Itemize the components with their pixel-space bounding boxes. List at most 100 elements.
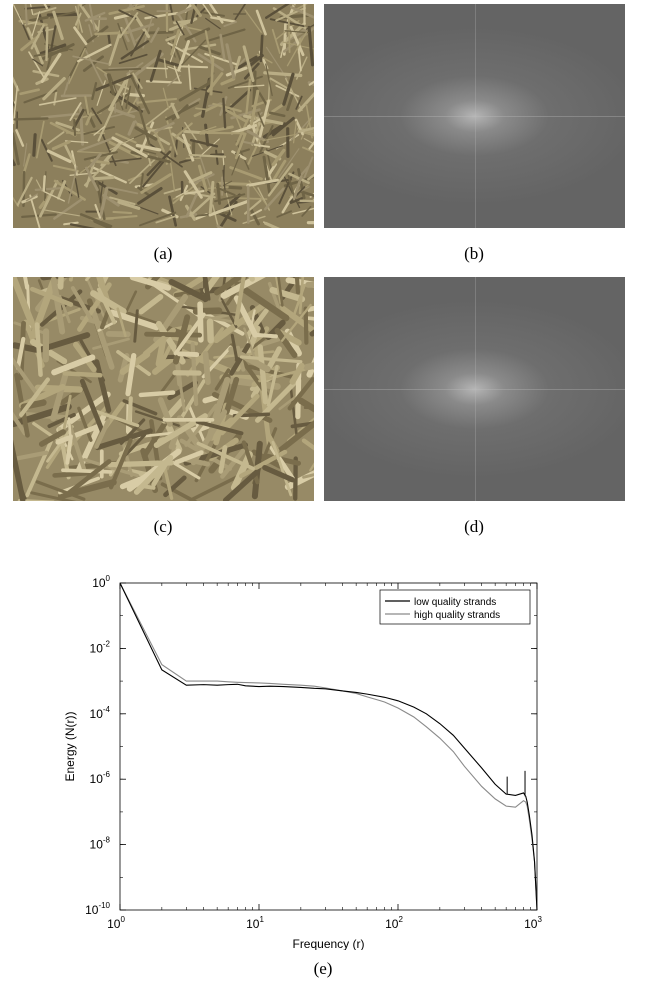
strand xyxy=(299,199,314,203)
strand xyxy=(155,335,167,368)
strand xyxy=(188,171,213,184)
series-line-low-quality xyxy=(119,582,538,911)
strand xyxy=(108,4,145,16)
strand xyxy=(116,307,127,338)
texture-image-c xyxy=(13,277,314,501)
strand xyxy=(146,30,174,35)
strand xyxy=(53,179,86,201)
strand xyxy=(30,24,45,50)
strand xyxy=(88,4,96,32)
strand xyxy=(169,26,184,63)
strand xyxy=(85,112,93,126)
strand xyxy=(165,101,200,121)
strand xyxy=(111,136,148,158)
strand xyxy=(138,293,164,315)
caption-d: (d) xyxy=(464,517,484,536)
strand xyxy=(52,470,96,478)
strand xyxy=(202,351,211,386)
strand xyxy=(107,186,139,195)
strand xyxy=(292,120,297,144)
strand xyxy=(243,327,256,359)
strand xyxy=(52,10,64,41)
strand xyxy=(173,65,181,84)
strand xyxy=(220,277,266,299)
strand xyxy=(56,180,67,200)
strand xyxy=(170,102,180,119)
strand xyxy=(84,166,99,192)
strand xyxy=(43,191,66,202)
strand xyxy=(227,75,263,89)
strand xyxy=(93,220,112,228)
wood-strands-texture-low-quality xyxy=(13,4,314,228)
strand xyxy=(20,35,40,52)
strand xyxy=(90,165,127,184)
strand xyxy=(165,116,178,156)
strand xyxy=(308,141,314,150)
strand xyxy=(163,187,184,195)
strand xyxy=(19,377,50,418)
strand xyxy=(39,43,67,55)
strand xyxy=(231,150,247,161)
strand xyxy=(96,287,117,325)
strand xyxy=(197,53,224,72)
strand xyxy=(138,390,176,398)
strand xyxy=(115,132,137,144)
x-tick-label: 102 xyxy=(385,915,403,931)
strand xyxy=(53,198,83,220)
strand xyxy=(308,80,314,86)
strand xyxy=(15,129,25,147)
strand xyxy=(91,107,103,125)
strand xyxy=(229,166,263,181)
strand xyxy=(13,411,27,436)
strand xyxy=(267,163,294,197)
caption-c: (c) xyxy=(153,517,173,536)
strand xyxy=(295,95,303,110)
strand xyxy=(224,108,247,123)
strand xyxy=(29,4,34,15)
spectrum-vertical-axis-line xyxy=(474,4,476,228)
strand xyxy=(67,165,78,204)
strand xyxy=(190,4,202,18)
strand xyxy=(127,396,133,424)
strand xyxy=(174,122,193,139)
strand xyxy=(25,193,39,202)
strand xyxy=(183,4,194,13)
strand xyxy=(286,94,294,112)
strand xyxy=(117,22,128,51)
strand xyxy=(108,26,123,66)
strand xyxy=(195,107,209,111)
strand xyxy=(179,65,209,69)
strand xyxy=(297,397,314,413)
strand xyxy=(108,140,141,159)
strand xyxy=(129,4,133,9)
y-tick-label: 10-6 xyxy=(90,770,111,786)
strand xyxy=(303,306,309,345)
strand xyxy=(56,359,92,384)
strand xyxy=(149,49,162,82)
strand xyxy=(47,412,76,429)
strand xyxy=(109,73,124,111)
strand xyxy=(76,151,113,155)
strand xyxy=(13,356,39,396)
strand xyxy=(153,130,165,153)
strand xyxy=(47,131,65,145)
strand xyxy=(82,458,139,478)
strand xyxy=(225,66,248,77)
strand xyxy=(14,450,49,461)
strand xyxy=(94,203,102,219)
strand xyxy=(132,4,139,11)
strand xyxy=(149,27,160,43)
strand xyxy=(28,15,49,22)
strand xyxy=(137,105,151,145)
strand xyxy=(282,72,295,106)
strand xyxy=(174,450,204,465)
strand xyxy=(265,4,290,19)
strand xyxy=(29,286,74,307)
strand xyxy=(13,85,19,125)
strand xyxy=(176,351,200,358)
strand xyxy=(183,170,203,199)
wood-strands-texture-high-quality xyxy=(13,277,314,501)
spectrum-horizontal-axis-line xyxy=(324,389,625,390)
strand xyxy=(271,148,286,167)
strand xyxy=(170,460,201,480)
